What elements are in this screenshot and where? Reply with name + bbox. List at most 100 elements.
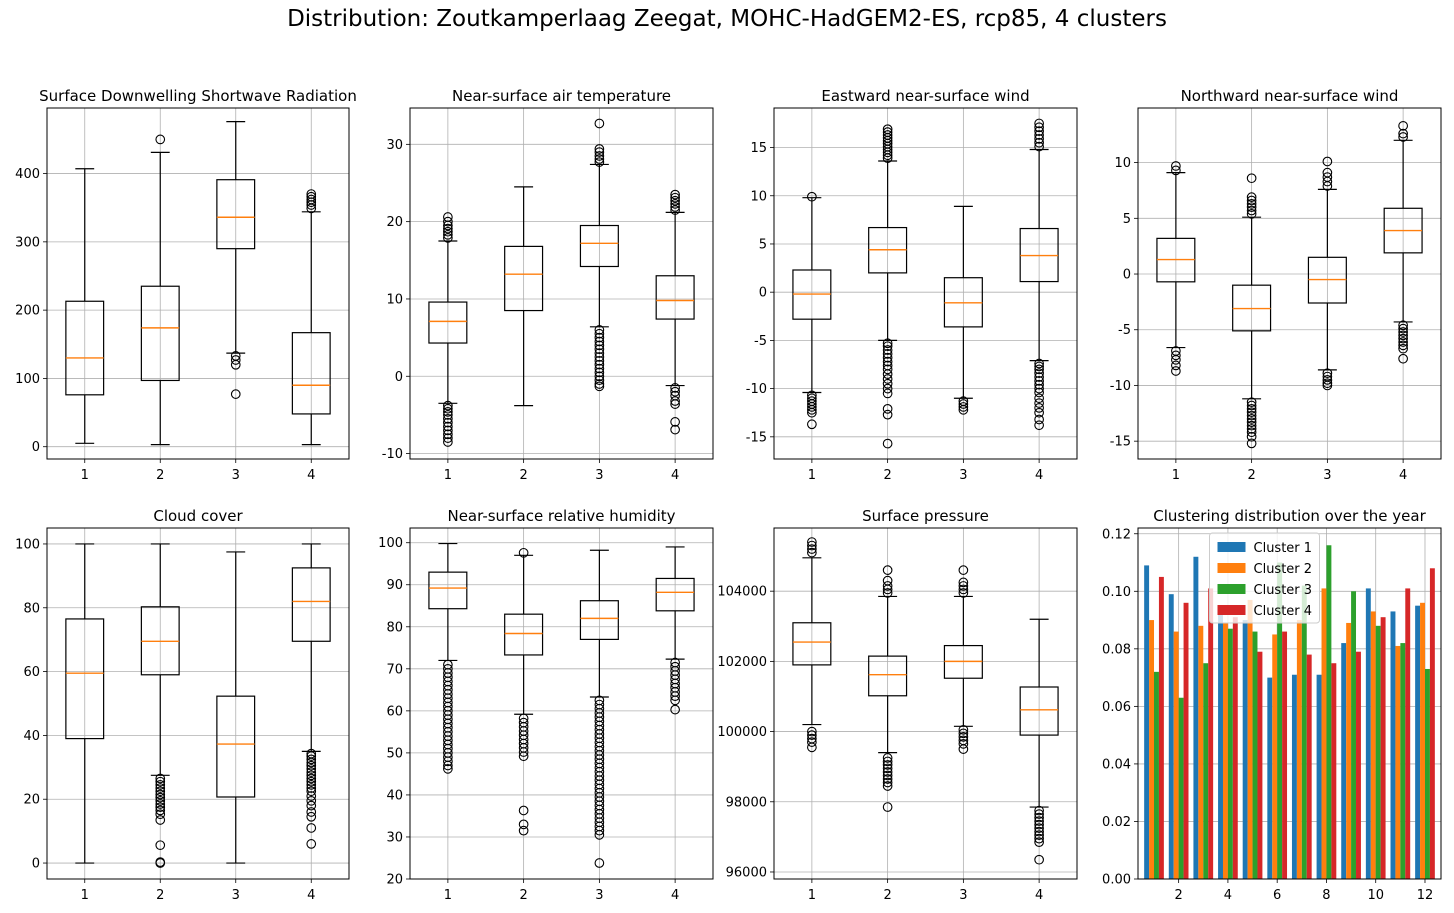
x-tick-label: 2 (156, 468, 164, 483)
x-tick-label: 3 (595, 468, 603, 483)
box-2 (140, 134, 180, 446)
x-tick-label: 10 (1367, 888, 1384, 903)
outlier-point (1322, 172, 1333, 182)
box-2 (504, 547, 544, 836)
y-tick-label: -15 (746, 430, 767, 445)
y-tick-label: 10 (386, 292, 403, 307)
axes-frame (46, 107, 350, 460)
outlier-point (594, 332, 605, 343)
bar (1208, 588, 1214, 879)
box-iqr (504, 245, 544, 312)
x-tick-label: 2 (519, 468, 527, 483)
bar (1144, 565, 1150, 879)
bar (1326, 545, 1332, 879)
outlier-point (1398, 327, 1408, 337)
bar (1424, 668, 1430, 879)
y-tick-label: 0.10 (1102, 585, 1131, 600)
outlier-point (958, 581, 969, 591)
outlier-point (1246, 417, 1257, 428)
box-iqr (1019, 686, 1059, 736)
x-tick-label: 4 (307, 888, 315, 903)
outlier-point (807, 404, 817, 415)
subplot-title: Eastward near-surface wind (821, 87, 1029, 105)
bar (1316, 674, 1322, 879)
bar (1149, 620, 1155, 879)
outlier-point (882, 338, 893, 349)
outlier-point (670, 383, 680, 393)
outlier-point (594, 336, 605, 347)
outlier-point (306, 757, 317, 768)
outlier-point (807, 537, 817, 547)
y-tick-label: 30 (386, 830, 403, 845)
axes-frame (773, 527, 1078, 880)
outlier-point (882, 341, 893, 352)
outlier-point (958, 399, 969, 409)
bar (1301, 585, 1307, 879)
outlier-point (443, 425, 453, 436)
x-tick-label: 2 (519, 888, 527, 903)
legend-label: Cluster 4 (1254, 604, 1313, 619)
outlier-point (670, 424, 680, 435)
y-tick-label: 60 (23, 665, 40, 680)
box-3 (579, 549, 619, 868)
outlier-point (958, 588, 969, 598)
box-4 (655, 546, 695, 715)
outlier-point (1171, 360, 1181, 371)
outlier-point (594, 144, 605, 154)
outlier-point (882, 352, 893, 363)
outlier-point (1034, 403, 1044, 413)
outlier-point (1034, 141, 1044, 152)
y-tick-label: 10 (750, 189, 767, 204)
outlier-point (155, 840, 166, 851)
outlier-point (443, 226, 453, 237)
outlier-point (1398, 333, 1408, 344)
outlier-point (306, 191, 317, 202)
outlier-point (306, 770, 317, 781)
outlier-point (882, 774, 893, 784)
outlier-point (155, 780, 166, 790)
grid (47, 108, 349, 459)
box-iqr (655, 577, 695, 612)
outlier-point (670, 399, 680, 409)
bar (1356, 651, 1361, 879)
grid (774, 528, 1077, 879)
outlier-point (1246, 410, 1257, 421)
box-iqr (65, 618, 105, 740)
outlier-point (1034, 358, 1044, 369)
outlier-point (670, 704, 680, 715)
outlier-point (155, 789, 166, 800)
outlier-point (958, 565, 969, 575)
box-iqr (504, 613, 544, 656)
outlier-point (1322, 380, 1333, 391)
x-tick-label: 2 (1247, 468, 1255, 483)
y-tick-label: 5 (759, 237, 767, 252)
bar (1390, 611, 1396, 879)
box-3 (216, 121, 256, 399)
outlier-point (1246, 209, 1257, 219)
box-iqr (579, 224, 619, 268)
outlier-point (1246, 192, 1257, 202)
bar (1405, 588, 1411, 879)
outlier-point (1034, 407, 1044, 418)
subplot-1: Surface Downwelling Shortwave Radiation 0… (15, 87, 357, 483)
outlier-point (882, 383, 893, 394)
outlier-point (1398, 320, 1408, 331)
box-iqr (428, 571, 468, 610)
outlier-point (807, 540, 817, 551)
outlier-point (1034, 819, 1044, 830)
outlier-point (882, 124, 893, 135)
outlier-point (594, 825, 605, 836)
outlier-point (1246, 424, 1257, 434)
y-tick-label: 100 (15, 372, 40, 387)
outlier-point (1246, 420, 1257, 431)
outlier-point (882, 130, 893, 140)
y-tick-label: 40 (386, 788, 403, 803)
bar (1178, 697, 1184, 879)
bar (1351, 591, 1357, 879)
outlier-point (518, 825, 529, 836)
outlier-point (1034, 809, 1044, 819)
outlier-point (306, 807, 317, 817)
outlier-point (155, 809, 166, 820)
outlier-point (882, 364, 893, 375)
